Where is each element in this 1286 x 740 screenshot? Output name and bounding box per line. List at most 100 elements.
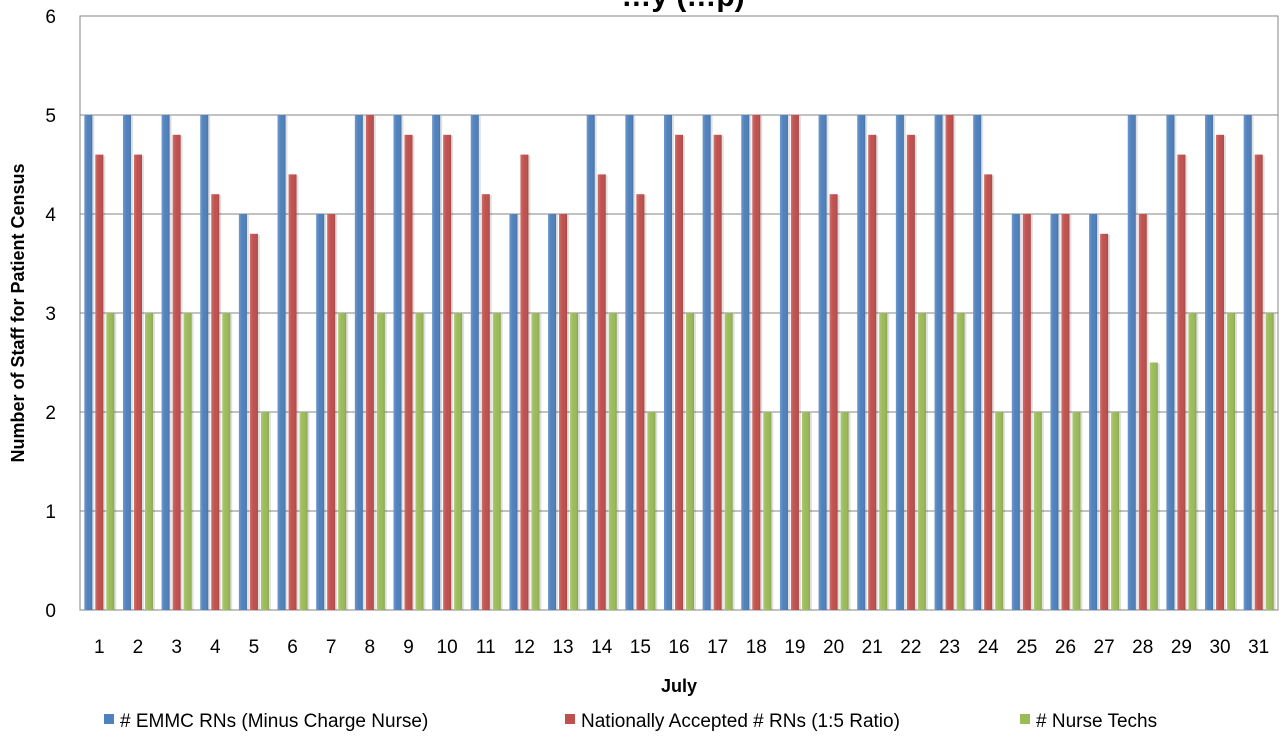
bar-highlight (211, 194, 219, 610)
bar-highlight (471, 115, 479, 610)
bar-highlight (355, 115, 363, 610)
bar-highlight (493, 313, 501, 610)
bar-highlight (106, 313, 114, 610)
bar-highlight (946, 115, 954, 610)
bar-highlight (1139, 214, 1147, 610)
x-tick-label: 16 (668, 637, 689, 658)
x-tick-label: 18 (746, 637, 767, 658)
bar-highlight (752, 115, 760, 610)
y-tick-label: 6 (45, 7, 56, 28)
bar-highlight (819, 115, 827, 610)
x-tick-label: 22 (900, 637, 921, 658)
bar-highlight (1128, 115, 1136, 610)
bar-highlight (1061, 214, 1069, 610)
y-axis-title: Number of Staff for Patient Census (8, 163, 28, 462)
bar-highlight (1089, 214, 1097, 610)
bar-highlight (134, 155, 142, 610)
bar-highlight (598, 174, 606, 610)
bar-highlight (879, 313, 887, 610)
bar-highlight (636, 194, 644, 610)
bar-highlight (443, 135, 451, 610)
bar-highlight (300, 412, 308, 610)
y-tick-label: 0 (45, 601, 56, 622)
bar-highlight (1177, 155, 1185, 610)
y-tick-label: 2 (45, 403, 56, 424)
bar-highlight (145, 313, 153, 610)
bar-highlight (95, 155, 103, 610)
bar-highlight (935, 115, 943, 610)
x-tick-label: 4 (210, 637, 221, 658)
bar-highlight (548, 214, 556, 610)
bar-highlight (703, 115, 711, 610)
bar-highlight (173, 135, 181, 610)
bar-highlight (973, 115, 981, 610)
bar-highlight (686, 313, 694, 610)
bar-highlight (239, 214, 247, 610)
legend-swatch (104, 714, 114, 724)
bar-highlight (222, 313, 230, 610)
x-axis-ticks: 1 2 3 4 5 6 7 8 9 10 11 12 13 14 15 16 17 18 19 20 21 22 23 24 2… (94, 637, 1269, 658)
bar-highlight (250, 234, 258, 610)
bar-highlight (366, 115, 374, 610)
x-tick-label: 29 (1171, 637, 1192, 658)
bar-highlight (918, 313, 926, 610)
x-tick-label: 13 (552, 637, 573, 658)
bar-highlight (841, 412, 849, 610)
bar-highlight (1205, 115, 1213, 610)
x-tick-label: 14 (591, 637, 613, 658)
x-tick-label: 24 (978, 637, 1000, 658)
bar-highlight (393, 115, 401, 610)
x-tick-label: 6 (287, 637, 298, 658)
bar-highlight (1111, 412, 1119, 610)
bar-highlight (741, 115, 749, 610)
legend-label: # EMMC RNs (Minus Charge Nurse) (120, 711, 428, 732)
bar-highlight (1244, 115, 1252, 610)
bar-highlight (404, 135, 412, 610)
bar-highlight (857, 115, 865, 610)
bar-highlight (200, 115, 208, 610)
bar-highlight (1216, 135, 1224, 610)
bar-highlight (1050, 214, 1058, 610)
bar-highlight (482, 194, 490, 610)
x-tick-label: 12 (514, 637, 535, 658)
bar-highlight (830, 194, 838, 610)
bar-highlight (415, 313, 423, 610)
y-tick-label: 3 (45, 304, 56, 325)
chart-title: …y (…p) (621, 0, 744, 13)
x-tick-label: 19 (784, 637, 805, 658)
bar-highlight (162, 115, 170, 610)
bar-highlight (559, 214, 567, 610)
bar-highlight (1266, 313, 1274, 610)
bar-highlight (725, 313, 733, 610)
bar-highlight (763, 412, 771, 610)
bar-highlight (123, 115, 131, 610)
legend-label: Nationally Accepted # RNs (1:5 Ratio) (581, 711, 900, 732)
x-tick-label: 1 (94, 637, 105, 658)
x-tick-label: 26 (1055, 637, 1076, 658)
bar-highlight (1150, 363, 1158, 611)
bar-highlight (791, 115, 799, 610)
y-tick-label: 1 (45, 502, 56, 523)
bar-highlight (675, 135, 683, 610)
bar-highlight (1188, 313, 1196, 610)
bar-highlight (647, 412, 655, 610)
bar-highlight (1100, 234, 1108, 610)
bar-highlight (1227, 313, 1235, 610)
bar-highlight (278, 115, 286, 610)
bar-highlight (1255, 155, 1263, 610)
bars (84, 115, 1275, 610)
x-tick-label: 17 (707, 637, 728, 658)
bar-highlight (1034, 412, 1042, 610)
bar-highlight (868, 135, 876, 610)
bar-highlight (289, 174, 297, 610)
bar-highlight (509, 214, 517, 610)
bar-highlight (957, 313, 965, 610)
x-tick-label: 31 (1248, 637, 1269, 658)
bar-highlight (1072, 412, 1080, 610)
x-tick-label: 15 (630, 637, 651, 658)
x-tick-label: 9 (403, 637, 414, 658)
bar-highlight (587, 115, 595, 610)
x-tick-label: 23 (939, 637, 960, 658)
bar-highlight (520, 155, 528, 610)
